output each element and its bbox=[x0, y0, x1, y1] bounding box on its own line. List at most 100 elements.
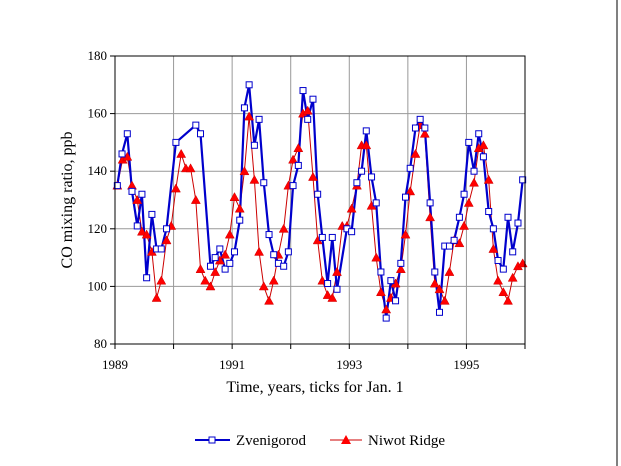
zvenigorod-point bbox=[118, 150, 126, 158]
zvenigorod-point bbox=[416, 115, 424, 123]
niwot-ridge-point bbox=[503, 295, 513, 305]
zvenigorod-point bbox=[377, 268, 385, 276]
niwot-ridge-point bbox=[346, 203, 357, 213]
niwot-ridge-point bbox=[405, 186, 416, 196]
plot-area-frame bbox=[114, 55, 526, 345]
niwot-ridge-point bbox=[381, 304, 392, 314]
niwot-ridge-point bbox=[375, 287, 386, 297]
niwot-ridge-point bbox=[419, 128, 430, 138]
zvenigorod-point bbox=[368, 173, 376, 181]
zvenigorod-point bbox=[197, 130, 205, 138]
zvenigorod-point bbox=[411, 124, 419, 132]
niwot-ridge-point bbox=[459, 220, 470, 230]
niwot-ridge-point bbox=[195, 264, 206, 273]
zvenigorod-point bbox=[479, 153, 487, 161]
zvenigorod-point bbox=[211, 254, 219, 262]
zvenigorod-point bbox=[455, 213, 463, 221]
zvenigorod-point bbox=[113, 182, 121, 190]
zvenigorod-point bbox=[460, 190, 468, 198]
niwot-ridge-point bbox=[469, 177, 479, 187]
legend-marker-niwot-ridge bbox=[341, 435, 351, 444]
niwot-ridge-point bbox=[239, 166, 250, 176]
x-axis-title: Time, years, ticks for Jan. 1 bbox=[226, 379, 403, 396]
zvenigorod-point bbox=[265, 231, 273, 239]
zvenigorod-point bbox=[133, 222, 141, 230]
niwot-ridge-point bbox=[483, 174, 494, 184]
niwot-ridge-point bbox=[190, 194, 201, 204]
zvenigorod-point bbox=[304, 115, 312, 123]
zvenigorod-point bbox=[475, 130, 483, 138]
zvenigorod-point bbox=[450, 236, 458, 244]
niwot-ridge-point bbox=[444, 266, 455, 276]
zvenigorod-point bbox=[318, 233, 326, 241]
niwot-ridge-point bbox=[361, 140, 372, 150]
niwot-ridge-point bbox=[205, 281, 216, 291]
zvenigorod-point bbox=[294, 161, 302, 169]
niwot-ridge-point bbox=[137, 226, 147, 236]
niwot-ridge-point bbox=[425, 212, 436, 222]
niwot-ridge-point bbox=[288, 154, 298, 164]
niwot-ridge-point bbox=[498, 287, 509, 297]
zvenigorod-point bbox=[348, 228, 356, 236]
niwot-ridge-point bbox=[308, 171, 318, 181]
legend-label-niwot-ridge: Niwot Ridge bbox=[368, 433, 445, 449]
zvenigorod-point bbox=[406, 164, 414, 172]
niwot-ridge-point bbox=[224, 229, 235, 239]
niwot-ridge-point bbox=[293, 143, 304, 153]
niwot-ridge-point bbox=[254, 246, 265, 256]
zvenigorod-point bbox=[465, 138, 473, 146]
legend-label-zvenigorod: Zvenigorod bbox=[236, 433, 306, 449]
zvenigorod-point bbox=[470, 167, 478, 175]
niwot-ridge-point bbox=[161, 235, 172, 245]
niwot-ridge-point bbox=[322, 290, 333, 299]
zvenigorod-point bbox=[157, 245, 165, 253]
zvenigorod-point bbox=[221, 265, 229, 273]
zvenigorod-point bbox=[519, 176, 527, 184]
zvenigorod-point bbox=[309, 95, 317, 103]
zvenigorod-point bbox=[172, 138, 180, 146]
zvenigorod-point bbox=[509, 248, 517, 256]
zvenigorod-point bbox=[372, 199, 380, 207]
zvenigorod-point bbox=[240, 104, 248, 112]
zvenigorod-point bbox=[445, 242, 453, 250]
legend-marker-zvenigorod bbox=[208, 436, 216, 444]
zvenigorod-point bbox=[299, 87, 307, 95]
niwot-ridge-point bbox=[371, 252, 382, 262]
niwot-ridge-point bbox=[234, 203, 245, 213]
niwot-ridge-point bbox=[493, 275, 503, 285]
niwot-ridge-point bbox=[244, 111, 255, 121]
x-tick-label: 1991 bbox=[219, 357, 245, 372]
zvenigorod-point bbox=[314, 190, 322, 198]
niwot-ridge-point bbox=[463, 197, 474, 207]
niwot-ridge-point bbox=[249, 174, 260, 184]
zvenigorod-point bbox=[284, 248, 292, 256]
zvenigorod-point bbox=[514, 219, 522, 227]
niwot-ridge-point bbox=[258, 281, 269, 291]
niwot-ridge-point bbox=[156, 275, 167, 285]
zvenigorod-point bbox=[192, 121, 200, 129]
zvenigorod-point bbox=[421, 124, 429, 132]
zvenigorod-point bbox=[499, 265, 507, 273]
niwot-ridge-point bbox=[151, 292, 162, 302]
zvenigorod-point bbox=[504, 213, 512, 221]
zvenigorod-point bbox=[230, 248, 238, 256]
zvenigorod-point bbox=[226, 259, 234, 267]
zvenigorod-point bbox=[485, 208, 493, 216]
zvenigorod-point bbox=[143, 274, 151, 282]
y-tick-label: 180 bbox=[88, 48, 108, 63]
y-tick-label: 80 bbox=[94, 336, 107, 351]
axis-ticks: 80 100 120 140 160 180 1989 1991 1993 1995 bbox=[88, 48, 526, 372]
zvenigorod-point bbox=[289, 182, 297, 190]
niwot-ridge-point bbox=[400, 229, 411, 239]
zvenigorod-point bbox=[138, 190, 146, 198]
niwot-ridge-point bbox=[395, 264, 406, 273]
legend: Zvenigorod Niwot Ridge bbox=[195, 433, 445, 449]
niwot-ridge-point bbox=[332, 266, 342, 276]
niwot-ridge-point bbox=[229, 192, 240, 201]
niwot-ridge-point bbox=[478, 140, 489, 150]
niwot-ridge-point bbox=[220, 249, 231, 259]
zvenigorod-point bbox=[236, 216, 244, 224]
niwot-ridge-point bbox=[488, 243, 499, 253]
zvenigorod-point bbox=[353, 179, 361, 187]
